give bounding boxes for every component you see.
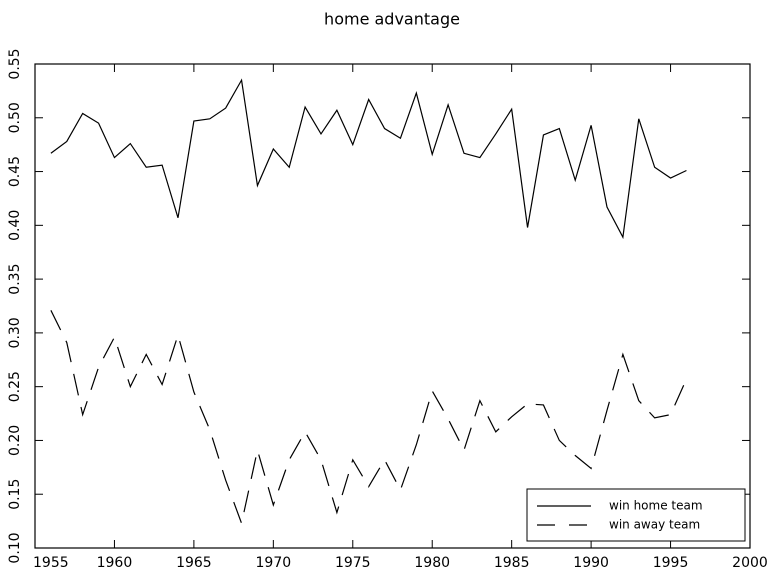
legend-box xyxy=(526,488,746,542)
y-tick-label: 0.10 xyxy=(7,532,23,563)
y-tick-label: 0.45 xyxy=(7,156,23,187)
y-tick-label: 0.35 xyxy=(7,264,23,295)
y-tick-label: 0.30 xyxy=(7,317,23,348)
x-tick-label: 1985 xyxy=(494,555,530,571)
y-tick-label: 0.40 xyxy=(7,210,23,241)
legend-label: win away team xyxy=(609,518,700,532)
x-tick-label: 1965 xyxy=(176,555,212,571)
y-tick-label: 0.25 xyxy=(7,371,23,402)
y-tick-label: 0.20 xyxy=(7,425,23,456)
line-series xyxy=(50,310,687,526)
y-tick-label: 0.50 xyxy=(7,102,23,133)
x-tick-label: 1970 xyxy=(256,555,292,571)
x-tick-label: 1980 xyxy=(414,555,450,571)
chart-title: home advantage xyxy=(324,10,460,29)
x-tick-label: 1990 xyxy=(573,555,609,571)
y-tick-label: 0.55 xyxy=(7,48,23,79)
legend-label: win home team xyxy=(609,499,703,513)
y-tick-label: 0.15 xyxy=(7,479,23,510)
plot-frame xyxy=(34,63,751,549)
x-tick-label: 1995 xyxy=(653,555,689,571)
line-series xyxy=(50,78,687,240)
x-tick-label: 1955 xyxy=(33,555,69,571)
x-tick-label: 1975 xyxy=(335,555,371,571)
x-tick-label: 2000 xyxy=(732,555,768,571)
x-tick-label: 1960 xyxy=(97,555,133,571)
